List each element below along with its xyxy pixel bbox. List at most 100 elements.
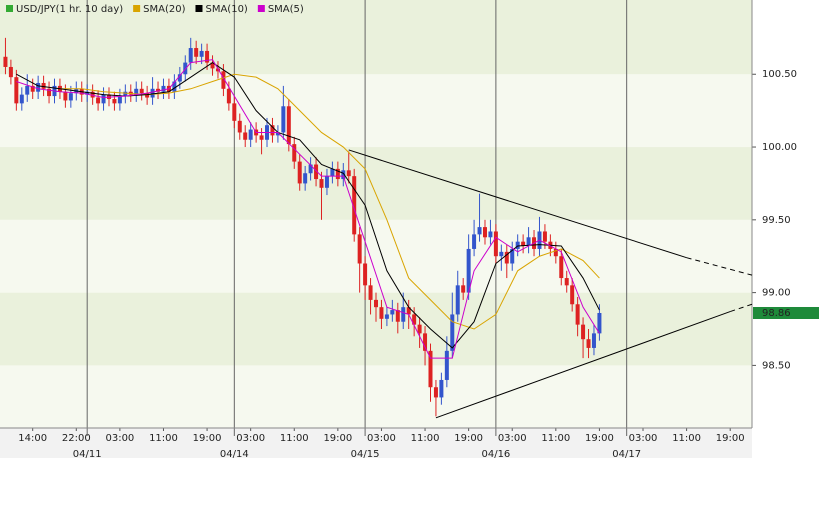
candle-body <box>161 85 166 92</box>
candle-body <box>139 88 144 94</box>
candle-body <box>205 50 210 63</box>
y-tick-label: 98.50 <box>762 360 791 371</box>
candle-body <box>390 310 395 315</box>
candle-body <box>177 74 182 82</box>
last-price-label: 98.86 <box>762 308 791 319</box>
candle-body <box>510 248 515 264</box>
candle-body <box>564 278 569 286</box>
legend-swatch <box>195 5 203 12</box>
legend-swatch <box>6 5 13 12</box>
legend-label: SMA(5) <box>268 4 304 15</box>
y-tick-label: 99.50 <box>762 215 791 226</box>
candle-body <box>428 350 433 388</box>
candle-body <box>455 285 460 315</box>
date-label: 04/11 <box>73 449 102 460</box>
candle-body <box>314 164 319 180</box>
sma-line <box>16 59 600 359</box>
candle-body <box>8 66 13 78</box>
candle-body <box>259 135 264 140</box>
legend-swatch <box>133 5 141 12</box>
y-tick-label: 100.00 <box>762 142 797 153</box>
candle-body <box>575 304 580 325</box>
candle-body <box>417 324 422 334</box>
candle-body <box>63 91 68 101</box>
candle-body <box>368 285 373 300</box>
x-tick-label: 11:00 <box>411 433 440 444</box>
candle-body <box>521 241 526 247</box>
candle-body <box>226 88 231 104</box>
candle-body <box>395 310 400 322</box>
candle-body <box>85 91 90 95</box>
date-label: 04/14 <box>220 449 249 460</box>
candle-body <box>286 106 291 145</box>
candle-body <box>156 88 161 92</box>
last-price-box <box>753 306 819 319</box>
candle-body <box>25 85 30 95</box>
candle-body <box>379 307 384 319</box>
candle-body <box>90 91 95 98</box>
candle-body <box>243 132 248 140</box>
candle-body <box>586 339 591 348</box>
legend-label: SMA(10) <box>205 4 247 15</box>
candle-body <box>346 170 351 177</box>
candle-body <box>570 285 575 305</box>
plot-band <box>0 147 752 220</box>
x-tick-label: 19:00 <box>193 433 222 444</box>
candle-body <box>134 88 139 95</box>
candle-body <box>374 299 378 308</box>
candle-body <box>335 168 340 180</box>
candle-body <box>101 94 106 104</box>
x-tick-label: 03:00 <box>367 433 396 444</box>
candle-body <box>553 248 558 257</box>
plot-band <box>0 365 752 428</box>
candle-body <box>194 48 199 57</box>
x-tick-label: 19:00 <box>454 433 483 444</box>
x-tick-label: 03:00 <box>629 433 658 444</box>
candle-body <box>270 125 275 136</box>
candle-body <box>597 312 602 334</box>
trendline <box>435 311 731 419</box>
plot-band <box>0 74 752 148</box>
sma-line <box>16 61 600 349</box>
candle-body <box>112 98 117 104</box>
candle-body <box>423 333 428 351</box>
x-tick-label: 19:00 <box>716 433 745 444</box>
candle-body <box>472 234 477 249</box>
x-tick-label: 03:00 <box>498 433 527 444</box>
legend-swatch <box>257 5 265 12</box>
candle-body <box>330 168 335 177</box>
candle-body <box>199 50 204 57</box>
candle-body <box>281 106 286 133</box>
candle-body <box>30 85 35 92</box>
candle-body <box>324 176 329 188</box>
candle-body <box>319 179 324 188</box>
candle-body <box>401 307 406 322</box>
candle-body <box>526 237 531 247</box>
candle-body <box>439 379 444 398</box>
candle-body <box>19 94 24 104</box>
candle-body <box>461 285 466 293</box>
y-tick-label: 100.50 <box>762 69 797 80</box>
candle-body <box>47 88 52 97</box>
candle-body <box>477 227 482 235</box>
candle-body <box>36 82 41 92</box>
date-label: 04/16 <box>481 449 510 460</box>
candle-body <box>444 350 449 380</box>
legend-label: USD/JPY(1 hr. 10 day) <box>16 4 123 15</box>
candle-body <box>341 170 346 180</box>
candle-body <box>412 314 417 325</box>
candle-body <box>150 88 155 98</box>
candle-body <box>221 71 226 89</box>
candle-body <box>145 93 150 98</box>
candle-body <box>308 164 313 174</box>
x-axis-band <box>0 428 819 458</box>
x-tick-label: 11:00 <box>541 433 570 444</box>
y-axis-band <box>752 0 819 458</box>
candle-body <box>466 248 471 293</box>
candle-body <box>542 231 547 242</box>
candle-body <box>363 263 368 286</box>
candle-body <box>357 234 362 264</box>
x-tick-label: 03:00 <box>105 433 134 444</box>
x-tick-label: 19:00 <box>323 433 352 444</box>
